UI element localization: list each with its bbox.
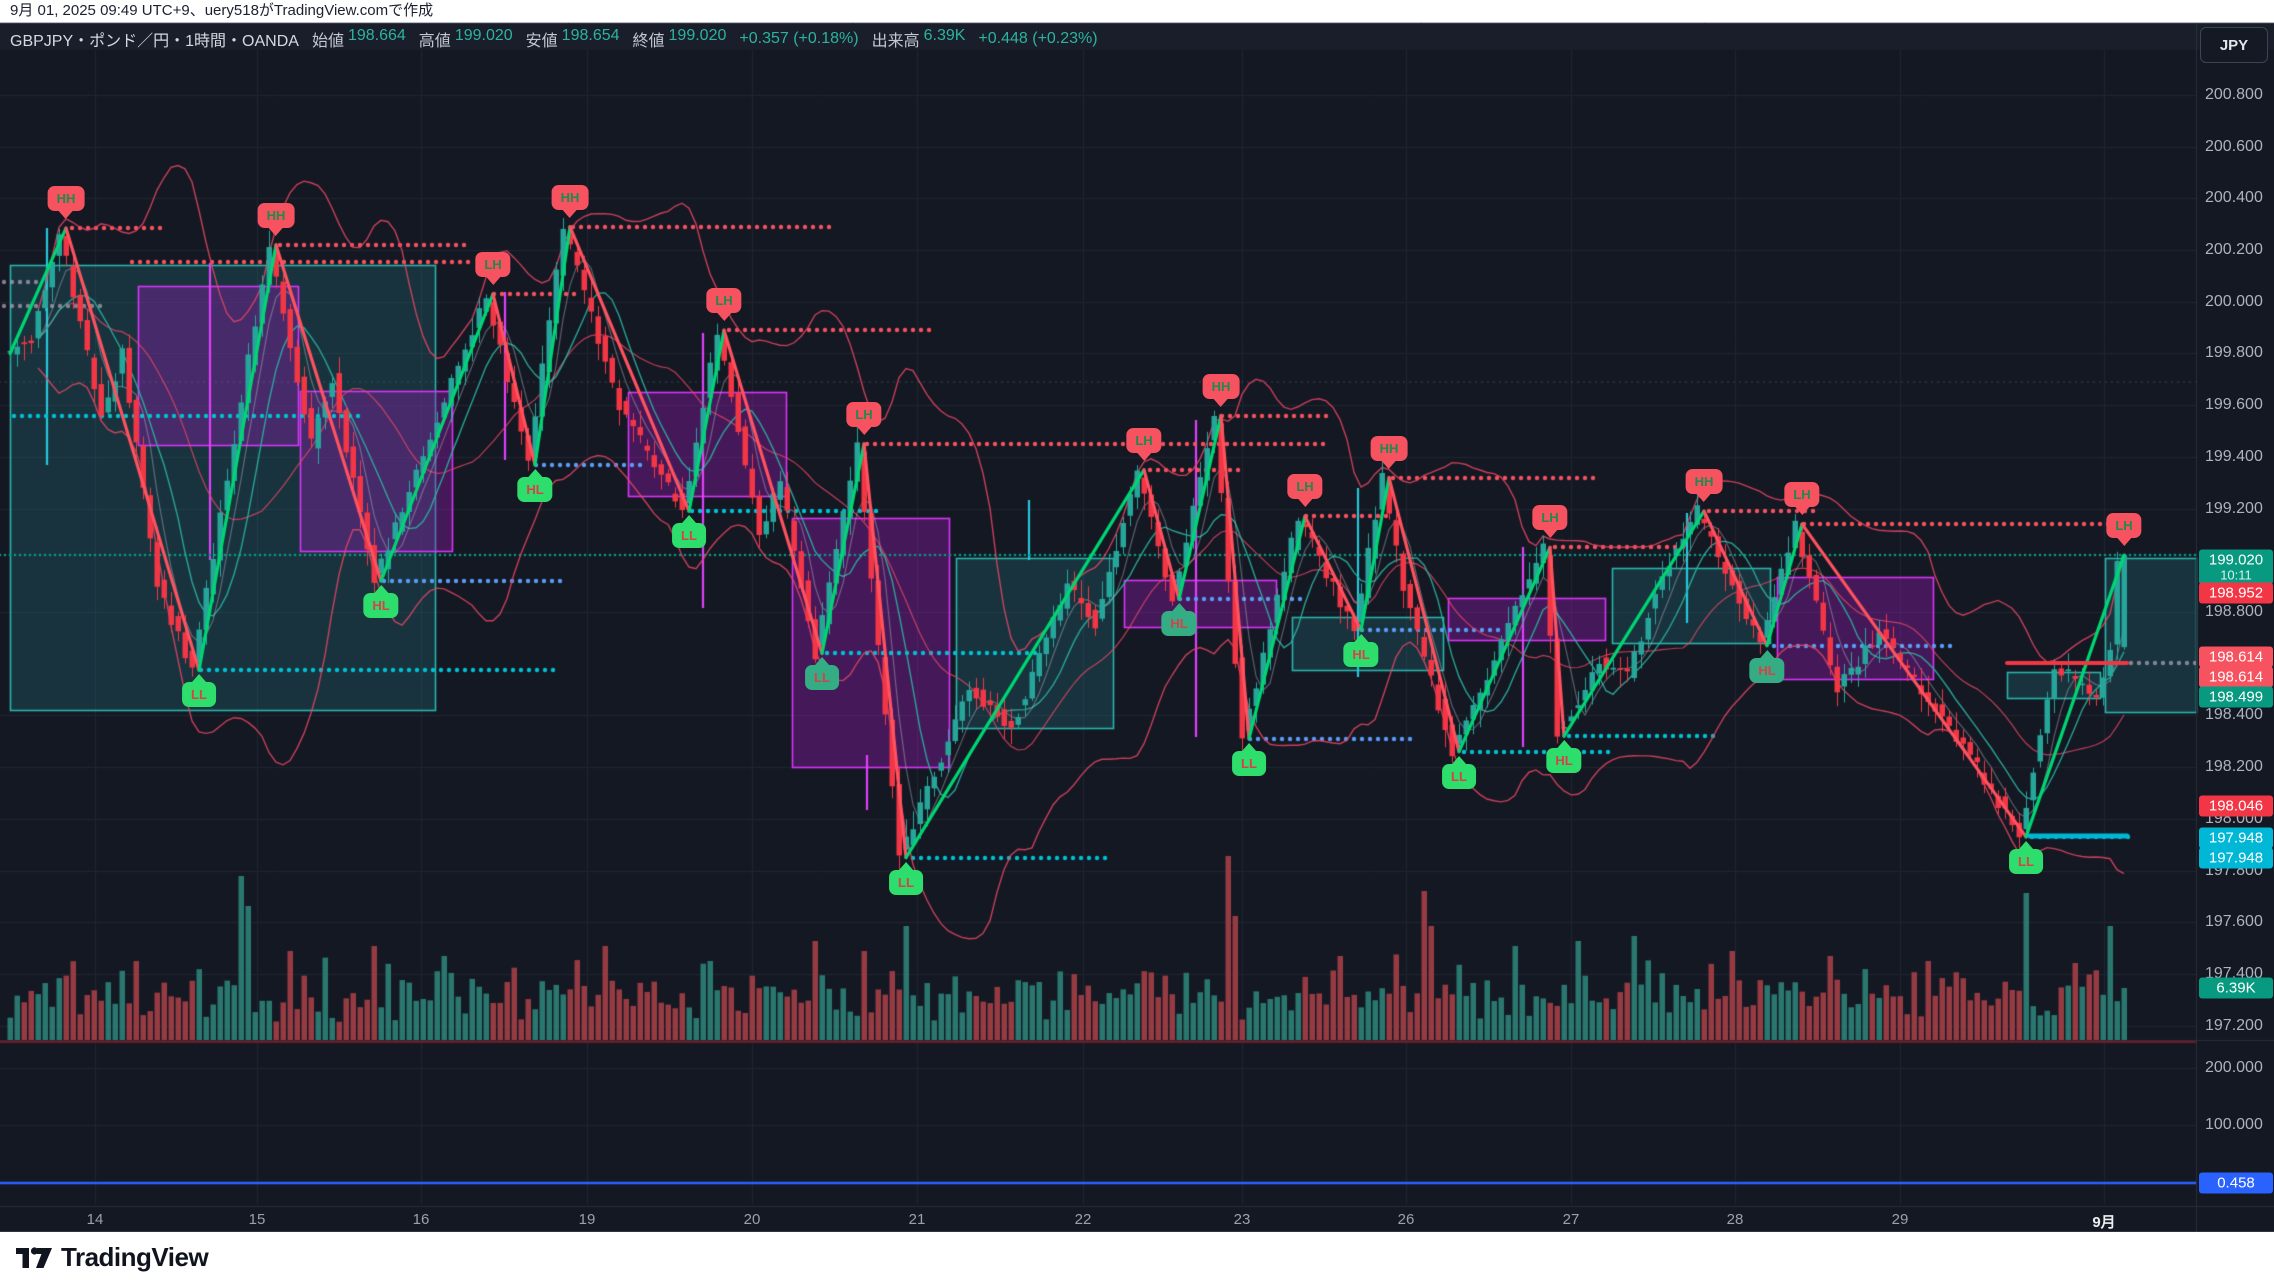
price-tick-label: 198.400 — [2205, 706, 2263, 723]
swing-marker-lh: LH — [2106, 513, 2142, 539]
swing-marker-hl: HL — [1749, 657, 1785, 683]
swing-marker-hl: HL — [1546, 748, 1582, 774]
price-tick-label: 199.200 — [2205, 500, 2263, 517]
time-tick-label: 16 — [412, 1211, 430, 1228]
price-tick-label: 200.400 — [2205, 189, 2263, 206]
footer: TradingView — [0, 1232, 2274, 1282]
swing-marker-hl: HL — [1161, 611, 1197, 637]
low-label: 安値 — [525, 33, 558, 50]
price-tick-label: 200.000 — [2205, 293, 2263, 310]
swing-marker-lh: LH — [1784, 482, 1820, 508]
price-tick-label: 198.200 — [2205, 758, 2263, 775]
swing-marker-ll: LL — [805, 665, 839, 691]
attribution: 9月 01, 2025 09:49 UTC+9、uery518がTradingV… — [0, 0, 2274, 22]
time-tick-label: 14 — [86, 1211, 104, 1228]
swing-marker-hl: HL — [517, 476, 553, 502]
price-tick-label: 200.200 — [2205, 241, 2263, 258]
high-value: 199.020 — [454, 27, 513, 44]
volume-label: 出来高 — [871, 33, 920, 50]
price-tick-label: 199.400 — [2205, 448, 2263, 465]
price-badge: 197.948 — [2199, 847, 2273, 869]
swing-marker-ll: LL — [182, 682, 216, 708]
price-tick-label: 197.600 — [2205, 913, 2263, 930]
time-tick-label: 27 — [1562, 1211, 1580, 1228]
swing-marker-ll: LL — [1442, 763, 1476, 789]
swing-marker-hl: HL — [363, 592, 399, 618]
open-label: 始値 — [311, 33, 344, 50]
swing-marker-hh: HH — [257, 202, 295, 228]
price-badge: 0.458 — [2199, 1172, 2273, 1194]
price-badge: 198.499 — [2199, 686, 2273, 708]
time-tick-label: 21 — [908, 1211, 926, 1228]
price-badge: 198.046 — [2199, 795, 2273, 817]
high-label: 高値 — [418, 33, 451, 50]
time-tick-label: 22 — [1074, 1211, 1092, 1228]
change-value: +0.357 (+0.18%) — [739, 30, 859, 47]
time-tick-label: 19 — [578, 1211, 596, 1228]
time-tick-label: 20 — [743, 1211, 761, 1228]
close-value: 199.020 — [668, 27, 727, 44]
swing-marker-lh: LH — [1126, 427, 1162, 453]
swing-marker-lh: LH — [846, 401, 882, 427]
price-tick-label: 200.800 — [2205, 86, 2263, 103]
volume-value: 6.39K — [923, 27, 966, 44]
low-value: 198.654 — [561, 27, 620, 44]
swing-marker-hh: HH — [551, 184, 589, 210]
swing-marker-hh: HH — [47, 186, 85, 212]
time-tick-label: 26 — [1397, 1211, 1415, 1228]
price-tick-label: 199.600 — [2205, 396, 2263, 413]
swing-marker-lh: LH — [1532, 505, 1568, 531]
price-badge: 6.39K — [2199, 977, 2273, 999]
close-label: 終値 — [632, 33, 665, 50]
tradingview-logo-text: TradingView — [61, 1242, 209, 1272]
price-badge: 198.952 — [2199, 582, 2273, 604]
volume-change-value: +0.448 (+0.23%) — [978, 30, 1098, 47]
price-badge: 197.948 — [2199, 827, 2273, 849]
price-tick-label: 200.000 — [2205, 1059, 2263, 1076]
open-value: 198.664 — [347, 27, 406, 44]
swing-marker-lh: LH — [1287, 474, 1323, 500]
symbol-title: GBPJPY・ポンド／円・1時間・OANDA — [10, 33, 299, 50]
swing-marker-ll: LL — [2009, 848, 2043, 874]
time-tick-label: 9月 — [2092, 1214, 2116, 1231]
swing-marker-lh: LH — [706, 288, 742, 314]
price-tick-label: 200.600 — [2205, 138, 2263, 155]
currency-toggle-button[interactable]: JPY — [2200, 27, 2268, 63]
time-tick-label: 15 — [248, 1211, 266, 1228]
swing-marker-hh: HH — [1685, 469, 1723, 495]
bar-countdown: 10:11 — [2220, 567, 2252, 583]
swing-marker-ll: LL — [889, 869, 923, 895]
swing-marker-ll: LL — [1232, 750, 1266, 776]
swing-marker-lh: LH — [475, 252, 511, 278]
swing-marker-ll: LL — [672, 523, 706, 549]
price-tick-label: 100.000 — [2205, 1116, 2263, 1133]
price-tick-label: 198.800 — [2205, 603, 2263, 620]
price-badge: 198.614 — [2199, 666, 2273, 688]
price-tick-label: 197.200 — [2205, 1017, 2263, 1034]
swing-marker-hh: HH — [1370, 435, 1408, 461]
time-tick-label: 29 — [1891, 1211, 1909, 1228]
tradingview-logo[interactable]: TradingView — [16, 1242, 209, 1273]
time-tick-label: 23 — [1233, 1211, 1251, 1228]
symbol-info-bar: GBPJPY・ポンド／円・1時間・OANDA 始値 198.664 高値 199.0… — [10, 27, 1098, 51]
swing-marker-hh: HH — [1202, 373, 1240, 399]
price-badge: 198.614 — [2199, 646, 2273, 668]
time-tick-label: 28 — [1726, 1211, 1744, 1228]
tradingview-logo-icon — [16, 1246, 52, 1268]
swing-marker-hl: HL — [1343, 642, 1379, 668]
price-badge: 199.020 10:11 — [2199, 549, 2273, 585]
price-tick-label: 199.800 — [2205, 344, 2263, 361]
